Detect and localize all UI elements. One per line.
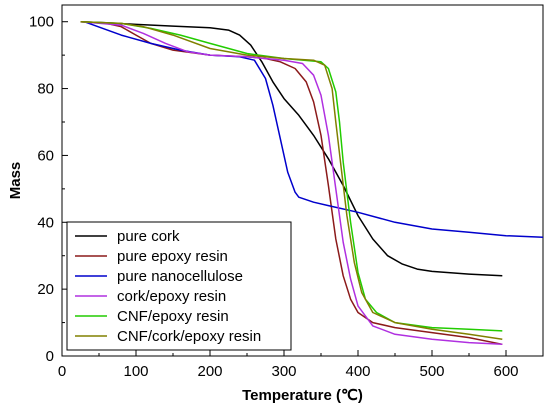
y-tick-label: 20 <box>37 281 54 298</box>
x-tick-label: 200 <box>197 363 222 380</box>
y-tick-label: 60 <box>37 147 54 164</box>
x-axis-title: Temperature (℃) <box>242 387 363 404</box>
series-line-3 <box>83 20 544 239</box>
legend-label: pure epoxy resin <box>117 248 228 265</box>
y-tick-label: 40 <box>37 214 54 231</box>
x-tick-label: 400 <box>345 363 370 380</box>
legend-label: CNF/epoxy resin <box>117 308 229 325</box>
series-line-6 <box>80 20 503 341</box>
legend-label: cork/epoxy resin <box>117 288 226 305</box>
legend-label: pure cork <box>117 228 180 245</box>
x-tick-label: 0 <box>58 363 66 380</box>
y-tick-label: 80 <box>37 81 54 98</box>
y-tick-label: 100 <box>29 14 54 31</box>
legend-label: pure nanocellulose <box>117 268 243 285</box>
x-tick-label: 600 <box>493 363 518 380</box>
x-tick-label: 100 <box>123 363 148 380</box>
y-axis-title: Mass <box>7 162 24 200</box>
legend-label: CNF/cork/epoxy resin <box>117 328 261 345</box>
plot-frame <box>61 4 544 357</box>
y-tick-label: 0 <box>46 348 54 365</box>
series-line-4 <box>80 20 503 346</box>
x-tick-label: 500 <box>419 363 444 380</box>
x-tick-label: 300 <box>271 363 296 380</box>
series-layer <box>80 20 544 346</box>
legend: pure cork pure epoxy resin pure nanocellul… <box>66 221 292 351</box>
legend-box <box>66 221 292 351</box>
series-line-1 <box>80 20 503 277</box>
axis-ticks: 0 100 200 300 400 500 600 0 20 40 60 80 100 <box>29 14 519 380</box>
